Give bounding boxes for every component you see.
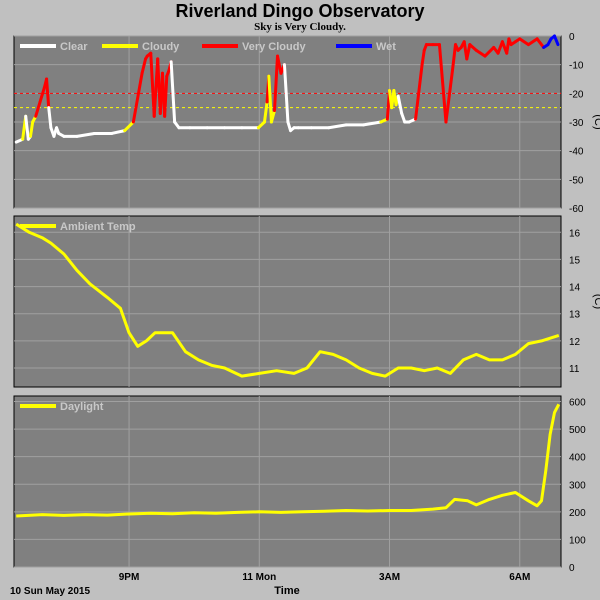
y-axis-unit: (C) [592, 114, 600, 129]
series-line [15, 222, 560, 378]
plot-area [13, 395, 562, 568]
series-segment [282, 63, 290, 124]
series-segment [526, 37, 539, 47]
page-title: Riverland Dingo Observatory [175, 1, 425, 21]
plot-area [13, 215, 562, 388]
series-segment [34, 100, 42, 118]
series-segment [400, 111, 407, 124]
series-segment [414, 63, 424, 121]
series-segment [450, 43, 458, 72]
series-segment [267, 74, 273, 124]
legend-label: Clear [60, 41, 88, 53]
y-axis-unit: (C) [592, 294, 600, 309]
legend-label: Ambient Temp [60, 221, 136, 233]
y-tick-label: -40 [569, 147, 584, 158]
series-segment [474, 48, 487, 58]
series-line [16, 403, 561, 518]
y-tick-label: 11 [569, 364, 580, 375]
series-segment [420, 48, 426, 67]
y-tick-label: -20 [569, 89, 584, 100]
x-tick-label: 9PM [119, 572, 140, 583]
x-tick-label: 6AM [509, 572, 530, 583]
chart-panel-daylight: 600 500 400 300 200 100 0 Daylight [13, 395, 586, 574]
series-sky [14, 34, 560, 144]
x-axis-label: Time [274, 585, 299, 597]
x-axis-date-label: 10 Sun May 2015 [10, 586, 90, 597]
legend: Clear Cloudy Very Cloudy Wet [20, 41, 396, 53]
series-segment [45, 77, 51, 110]
legend-label: Cloudy [142, 41, 180, 53]
series-segment [327, 123, 348, 130]
y-tick-label: 15 [569, 255, 581, 266]
y-tick-label: 13 [569, 310, 581, 321]
y-tick-label: -10 [569, 61, 584, 72]
series-segment [272, 54, 280, 113]
series-segment [110, 129, 127, 135]
y-tick-label: -60 [569, 204, 584, 215]
series-segment [465, 43, 472, 61]
legend-label: Very Cloudy [242, 41, 306, 53]
series-segment [361, 120, 383, 127]
series-segment [163, 74, 169, 118]
y-tick-label: -30 [569, 118, 584, 129]
series-segment [276, 54, 283, 75]
y-tick-label: 100 [569, 535, 586, 546]
y-tick-label: 300 [569, 480, 586, 491]
y-tick-label: -50 [569, 175, 584, 186]
series-segment [269, 109, 276, 124]
series-segment [262, 100, 269, 124]
series-segment [28, 120, 35, 138]
series-ambient [15, 222, 560, 378]
legend: Daylight [20, 401, 104, 413]
series-segment [483, 45, 496, 58]
x-tick-label: 3AM [379, 572, 400, 583]
y-tick-label: 200 [569, 508, 586, 519]
y-tick-label: 0 [569, 563, 575, 574]
series-segment [396, 94, 404, 115]
series-segment [444, 68, 454, 124]
page-subtitle: Sky is Very Cloudy. [254, 21, 346, 33]
x-tick-label: 11 Mon [242, 572, 276, 583]
series-segment [552, 34, 560, 47]
y-tick-label: 16 [569, 228, 581, 239]
series-segment [123, 120, 135, 133]
series-segment [535, 37, 546, 49]
legend-label: Daylight [60, 401, 104, 413]
series-segment [169, 60, 177, 124]
series-segment [47, 106, 53, 130]
series-daylight [16, 403, 561, 518]
y-tick-label: 400 [569, 453, 586, 464]
chart-panel-ambient: 16 15 14 13 12 11 (C) Ambient Temp [13, 215, 600, 388]
series-segment [140, 57, 148, 75]
y-tick-label: 12 [569, 337, 581, 348]
series-segment [75, 131, 96, 138]
y-tick-label: 14 [569, 283, 581, 294]
y-tick-label: 500 [569, 425, 586, 436]
chart-panel-sky: 0 -10 -20 -30 -40 -50 -60 (C) Clear Cloudy Very Cl… [13, 32, 600, 215]
legend: Ambient Temp [20, 221, 136, 233]
series-segment [38, 86, 46, 104]
series-segment [131, 71, 144, 124]
y-tick-label: 0 [569, 32, 575, 43]
series-segment [518, 37, 530, 47]
y-tick-label: 600 [569, 398, 586, 409]
legend-label: Wet [376, 41, 396, 53]
series-segment [24, 114, 30, 141]
series-segment [437, 43, 448, 124]
